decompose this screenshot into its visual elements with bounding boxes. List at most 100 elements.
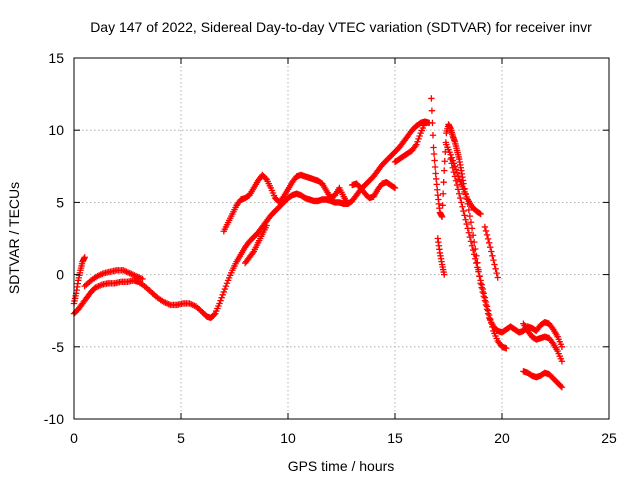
data-point (210, 311, 218, 318)
data-point (440, 178, 447, 186)
data-point (488, 319, 495, 327)
y-tick-label: 10 (48, 122, 64, 138)
data-point (217, 297, 224, 304)
data-point (488, 248, 495, 255)
data-point (481, 294, 489, 301)
data-point (416, 132, 423, 140)
data-point (454, 186, 462, 193)
data-point (470, 251, 478, 258)
data-point (429, 119, 436, 127)
data-point (441, 167, 448, 174)
data-point (482, 227, 490, 235)
data-point (484, 307, 492, 314)
data-point (463, 220, 470, 228)
data-point (478, 281, 485, 288)
y-tick-label: 15 (48, 50, 64, 66)
data-point (439, 190, 447, 197)
data-point (413, 141, 420, 148)
data-point (466, 212, 474, 220)
data-point (480, 290, 488, 297)
data-point (430, 150, 438, 158)
data-point (474, 264, 481, 271)
x-tick-label: 15 (387, 430, 403, 446)
data-point (428, 107, 436, 114)
data-point (493, 269, 500, 277)
data-point (279, 194, 286, 202)
data-point (465, 229, 473, 236)
data-point (431, 157, 438, 164)
data-point (421, 119, 429, 127)
data-point (487, 315, 494, 323)
data-point (503, 345, 510, 352)
data-point (476, 272, 483, 280)
data-point (558, 343, 566, 350)
x-axis-label: GPS time / hours (288, 458, 395, 474)
data-point (473, 259, 480, 267)
data-point (483, 231, 491, 239)
data-point (485, 239, 493, 247)
series-track-n (520, 368, 566, 391)
data-point (470, 238, 478, 246)
series-track-e (242, 222, 270, 267)
data-point (390, 184, 398, 191)
chart-title: Day 147 of 2022, Sidereal Day-to-day VTE… (90, 19, 592, 35)
data-point (412, 142, 419, 150)
data-point (344, 200, 352, 208)
data-point (456, 190, 463, 197)
y-tick-label: 5 (56, 194, 64, 210)
data-point (492, 265, 499, 273)
data-point (477, 210, 484, 218)
data-point (462, 216, 469, 223)
axis-ticks: 0 5 10 15 20 25 -10 -5 0 5 10 15 (44, 50, 617, 446)
data-point (222, 282, 230, 290)
data-point (81, 254, 88, 261)
x-tick-label: 25 (601, 430, 617, 446)
data-point (441, 158, 448, 165)
x-tick-label: 0 (70, 430, 78, 446)
data-point (218, 294, 225, 301)
data-point (450, 168, 458, 176)
grid (74, 58, 609, 419)
series-track-b (70, 118, 433, 322)
data-point (461, 212, 468, 219)
y-tick-label: -10 (44, 411, 64, 427)
data-point (489, 252, 496, 260)
x-tick-label: 5 (177, 430, 185, 446)
series-track-g (391, 119, 429, 166)
data-point (263, 222, 270, 229)
data-point (494, 274, 501, 281)
data-point (223, 280, 231, 287)
data-point (491, 261, 498, 268)
data-point (449, 164, 456, 171)
data-point (476, 210, 483, 217)
y-tick-label: 0 (56, 267, 64, 283)
data-point (490, 256, 497, 264)
data-point (220, 288, 227, 296)
data-point (414, 138, 421, 145)
series-track-f (349, 178, 399, 202)
data-points (70, 95, 566, 391)
data-point (139, 275, 146, 283)
data-point (441, 271, 448, 278)
data-point (467, 238, 475, 245)
data-point (262, 175, 269, 182)
data-point (447, 155, 454, 163)
data-point (489, 323, 496, 331)
data-point (472, 255, 479, 262)
data-point (452, 177, 460, 184)
data-point (432, 170, 439, 177)
data-point (457, 194, 464, 202)
data-point (469, 232, 477, 239)
data-point (428, 95, 435, 102)
series-track-m (520, 320, 566, 365)
data-point (434, 186, 441, 193)
data-point (448, 160, 455, 167)
data-point (487, 243, 494, 251)
data-point (438, 213, 446, 221)
series-track-h (428, 95, 566, 350)
data-point (481, 223, 489, 231)
data-point (439, 202, 446, 209)
data-point (479, 285, 486, 293)
data-point (448, 154, 455, 161)
